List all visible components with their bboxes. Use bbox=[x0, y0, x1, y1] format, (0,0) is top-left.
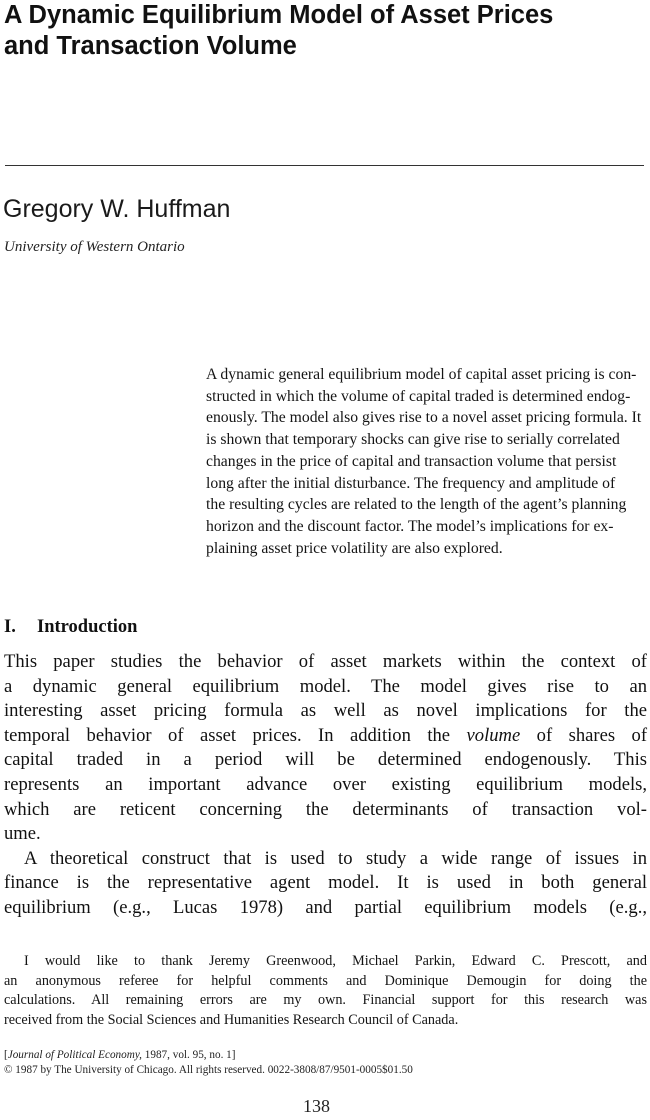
title-line: and Transaction Volume bbox=[4, 32, 297, 60]
journal-citation: [Journal of Political Economy, 1987, vol… bbox=[4, 1048, 236, 1062]
journal-volume: 1987, vol. 95, no. 1] bbox=[141, 1049, 236, 1061]
author-name: Gregory W. Huffman bbox=[3, 195, 231, 223]
abstract-line: the resulting cycles are related to the … bbox=[206, 496, 627, 514]
abstract-line: changes in the price of capital and tran… bbox=[206, 452, 617, 470]
body-line: temporal behavior of asset prices. In ad… bbox=[4, 724, 647, 749]
abstract-line: A dynamic general equilibrium model of c… bbox=[206, 366, 637, 383]
abstract-line: structed in which the volume of capital … bbox=[206, 387, 631, 405]
abstract: A dynamic general equilibrium model of c… bbox=[206, 364, 642, 559]
section-heading: I. Introduction bbox=[4, 615, 137, 639]
footnote-line: I would like to thank Jeremy Greenwood, … bbox=[24, 953, 647, 969]
journal-name: Journal of Political Economy, bbox=[7, 1049, 142, 1061]
title-rule bbox=[5, 165, 644, 166]
footnote: I would like to thank Jeremy Greenwood, … bbox=[4, 952, 647, 1030]
body-line: capital traded in a period will be deter… bbox=[4, 749, 647, 771]
footnote-line: an anonymous referee for helpful comment… bbox=[4, 972, 647, 989]
page-number: 138 bbox=[303, 1096, 330, 1116]
title-line: A Dynamic Equilibrium Model of Asset Pri… bbox=[4, 1, 554, 29]
body-line: interesting asset pricing formula as wel… bbox=[4, 700, 647, 722]
body-line: represents an important advance over exi… bbox=[4, 773, 647, 795]
bracket-open: [ bbox=[4, 1049, 8, 1061]
body-text: This paper studies the behavior of asset… bbox=[4, 650, 647, 921]
body-line: This paper studies the behavior of asset… bbox=[4, 651, 647, 672]
body-line: which are reticent concerning the determ… bbox=[4, 798, 647, 820]
abstract-line: horizon and the discount factor. The mod… bbox=[206, 517, 614, 535]
footnote-line: calculations. All remaining errors are m… bbox=[4, 992, 647, 1009]
abstract-line: is shown that temporary shocks can give … bbox=[206, 431, 620, 449]
body-text-run: temporal behavior of asset prices. In ad… bbox=[4, 724, 451, 746]
body-line: A theoretical construct that is used to … bbox=[24, 847, 647, 869]
abstract-line: plaining asset price volatility are also… bbox=[206, 539, 503, 557]
footnote-line: received from the Social Sciences and Hu… bbox=[4, 1011, 459, 1028]
article-title: A Dynamic Equilibrium Model of Asset Pri… bbox=[4, 0, 644, 62]
abstract-line: long after the initial disturbance. The … bbox=[206, 474, 616, 492]
body-line: finance is the representative agent mode… bbox=[4, 872, 647, 894]
body-line: equilibrium (e.g., Lucas 1978) and parti… bbox=[4, 896, 647, 918]
body-line: ume. bbox=[4, 823, 41, 845]
author-affiliation: University of Western Ontario bbox=[4, 239, 185, 255]
emphasis-volume: volume bbox=[466, 724, 521, 746]
body-line: a dynamic general equilibrium model. The… bbox=[4, 675, 647, 697]
abstract-line: enously. The model also gives rise to a … bbox=[206, 409, 642, 427]
section-title: Introduction bbox=[37, 617, 138, 637]
copyright-line: © 1987 by The University of Chicago. All… bbox=[4, 1064, 413, 1076]
body-text-run: of shares of bbox=[520, 724, 648, 746]
section-number: I. bbox=[4, 617, 16, 637]
